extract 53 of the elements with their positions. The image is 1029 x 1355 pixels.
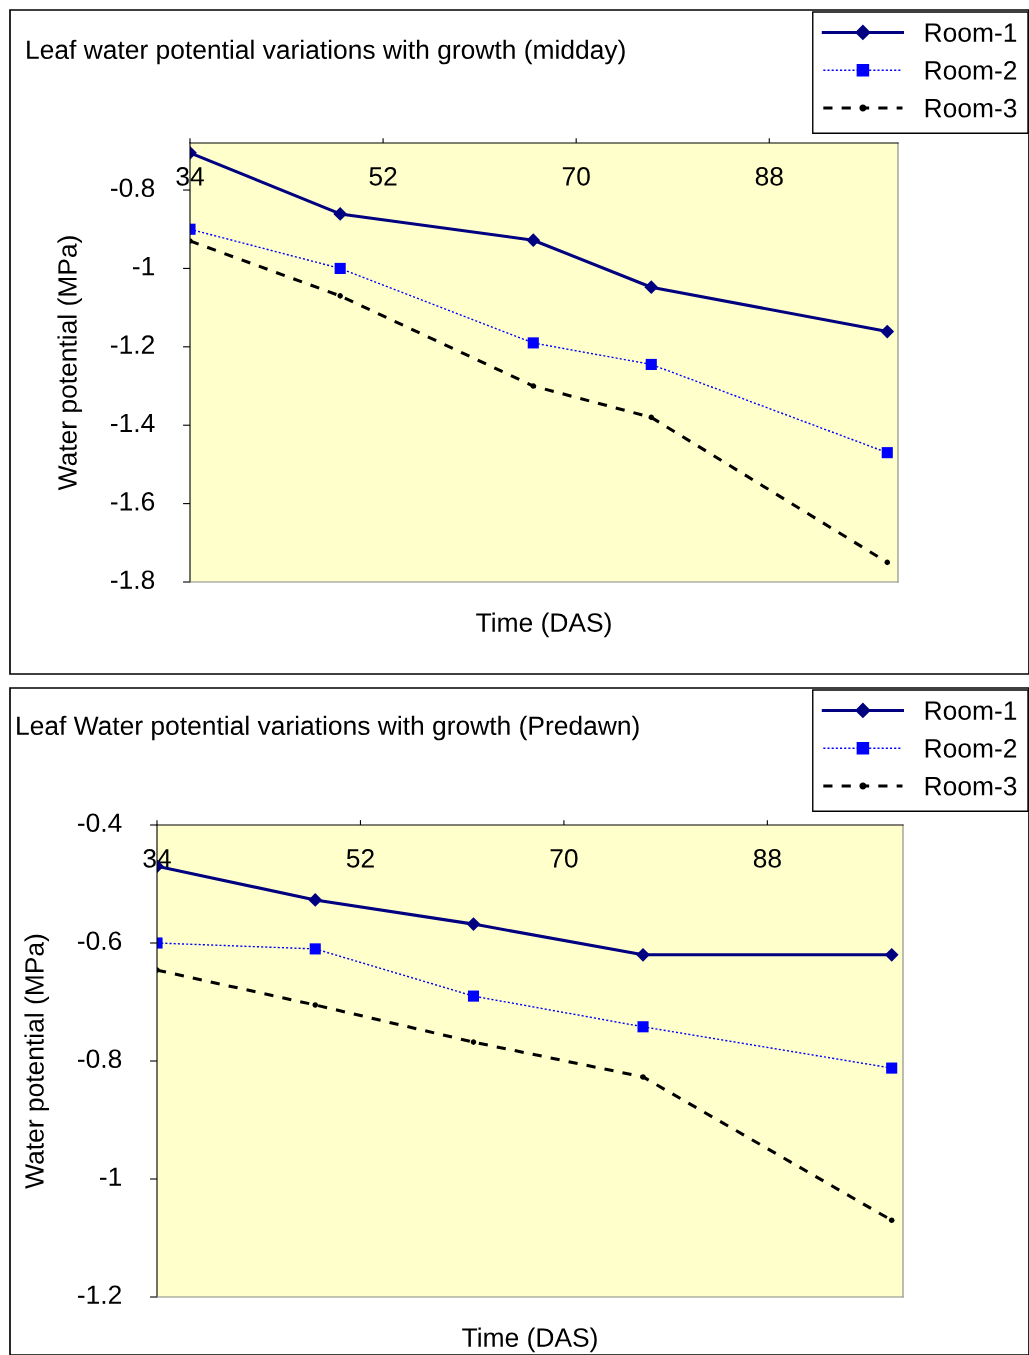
- point: [466, 917, 481, 931]
- x-tick-label: 70: [562, 167, 590, 186]
- y-tick-label: -0.4: [77, 813, 122, 833]
- point: [530, 383, 537, 389]
- legend-label: Room-1: [925, 701, 1017, 720]
- x-tick-label: 70: [550, 849, 578, 868]
- chart-title: Leaf Water potential variations with growth (Predawn): [17, 715, 639, 741]
- point: [881, 447, 893, 459]
- x-tick-label: 52: [369, 167, 397, 186]
- y-axis-title: Water potential (MPa): [57, 236, 83, 491]
- x-tick-label: 52: [346, 849, 374, 868]
- legend-label: Room-2: [925, 61, 1017, 80]
- x-axis-title: Time (DAS): [462, 1327, 597, 1353]
- y-tick-label: -1.2: [77, 1285, 121, 1304]
- point: [888, 1217, 895, 1224]
- chart-title: Leaf water potential variations with growth (midday): [27, 39, 625, 65]
- point: [640, 1074, 646, 1080]
- y-axis-title: Water potential (MPa): [24, 934, 50, 1189]
- point: [644, 280, 659, 295]
- point: [309, 943, 321, 955]
- x-tick-label: 88: [753, 849, 781, 868]
- point: [645, 358, 657, 371]
- x-axis-title: Time (DAS): [476, 612, 611, 638]
- y-tick-label: -0.8: [77, 1049, 122, 1069]
- point: [636, 947, 650, 962]
- legend-label: Room-3: [925, 776, 1017, 796]
- legend-label: Room-2: [925, 739, 1017, 758]
- point: [527, 337, 539, 349]
- point: [526, 233, 541, 248]
- y-tick-label: -0.8: [110, 178, 155, 198]
- point: [884, 947, 899, 962]
- legend-label: Room-1: [925, 23, 1017, 42]
- point: [312, 1002, 319, 1008]
- point: [334, 262, 346, 274]
- point: [470, 1039, 477, 1045]
- legend-label: Room-3: [925, 98, 1017, 118]
- y-tick-label: -1: [99, 1167, 121, 1186]
- point: [880, 324, 895, 339]
- point: [884, 559, 891, 566]
- y-tick-label: -0.6: [77, 931, 122, 951]
- y-tick-label: -1.2: [110, 335, 154, 354]
- x-tick-label: 88: [755, 167, 783, 186]
- y-tick-label: -1.4: [110, 413, 155, 433]
- point: [886, 1062, 898, 1074]
- point: [637, 1021, 649, 1033]
- y-tick-label: -1: [132, 257, 154, 276]
- point: [467, 990, 480, 1002]
- point: [648, 414, 655, 421]
- y-tick-label: -1.6: [110, 492, 155, 511]
- point: [333, 207, 348, 221]
- point: [308, 893, 323, 907]
- y-tick-label: -1.8: [110, 570, 155, 590]
- point: [337, 293, 343, 299]
